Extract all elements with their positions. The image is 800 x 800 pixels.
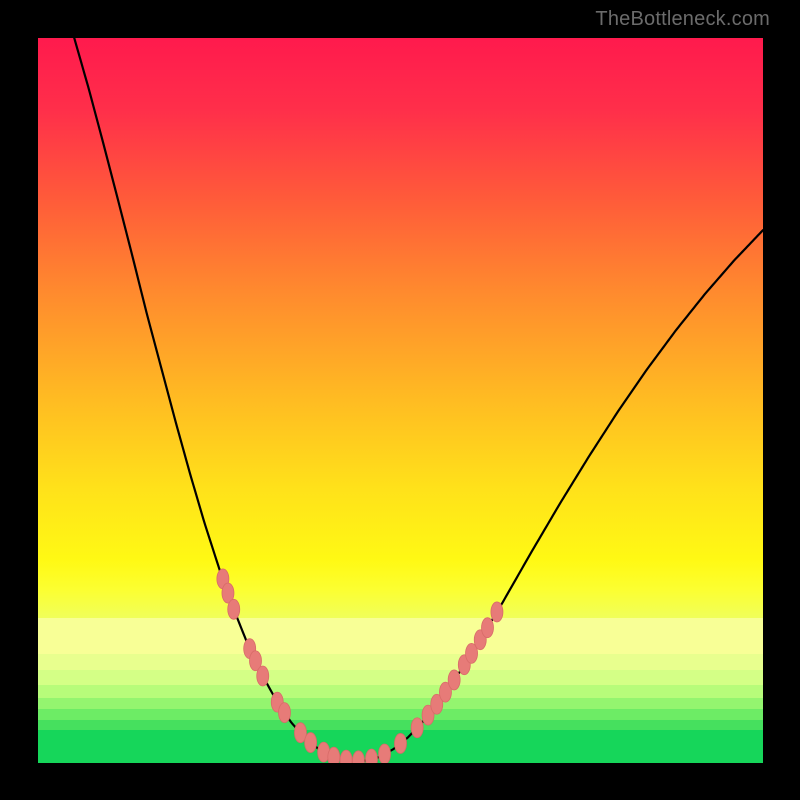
marker-dot [279,703,291,723]
marker-dot [411,718,423,738]
marker-dot [305,733,317,753]
marker-dot [340,750,352,763]
bottleneck-curve [74,38,763,761]
marker-dot [448,670,460,690]
marker-dot [482,618,494,638]
outer-frame [0,0,800,800]
plot-area [38,38,763,763]
watermark-text: TheBottleneck.com [595,8,770,31]
marker-dot [395,733,407,753]
highlight-markers [217,569,503,763]
marker-dot [366,749,378,763]
marker-dot [379,744,391,763]
marker-dot [491,602,503,622]
marker-dot [257,666,269,686]
marker-dot [228,599,240,619]
marker-dot [328,747,340,763]
curve-layer [38,38,763,763]
marker-dot [352,751,364,763]
